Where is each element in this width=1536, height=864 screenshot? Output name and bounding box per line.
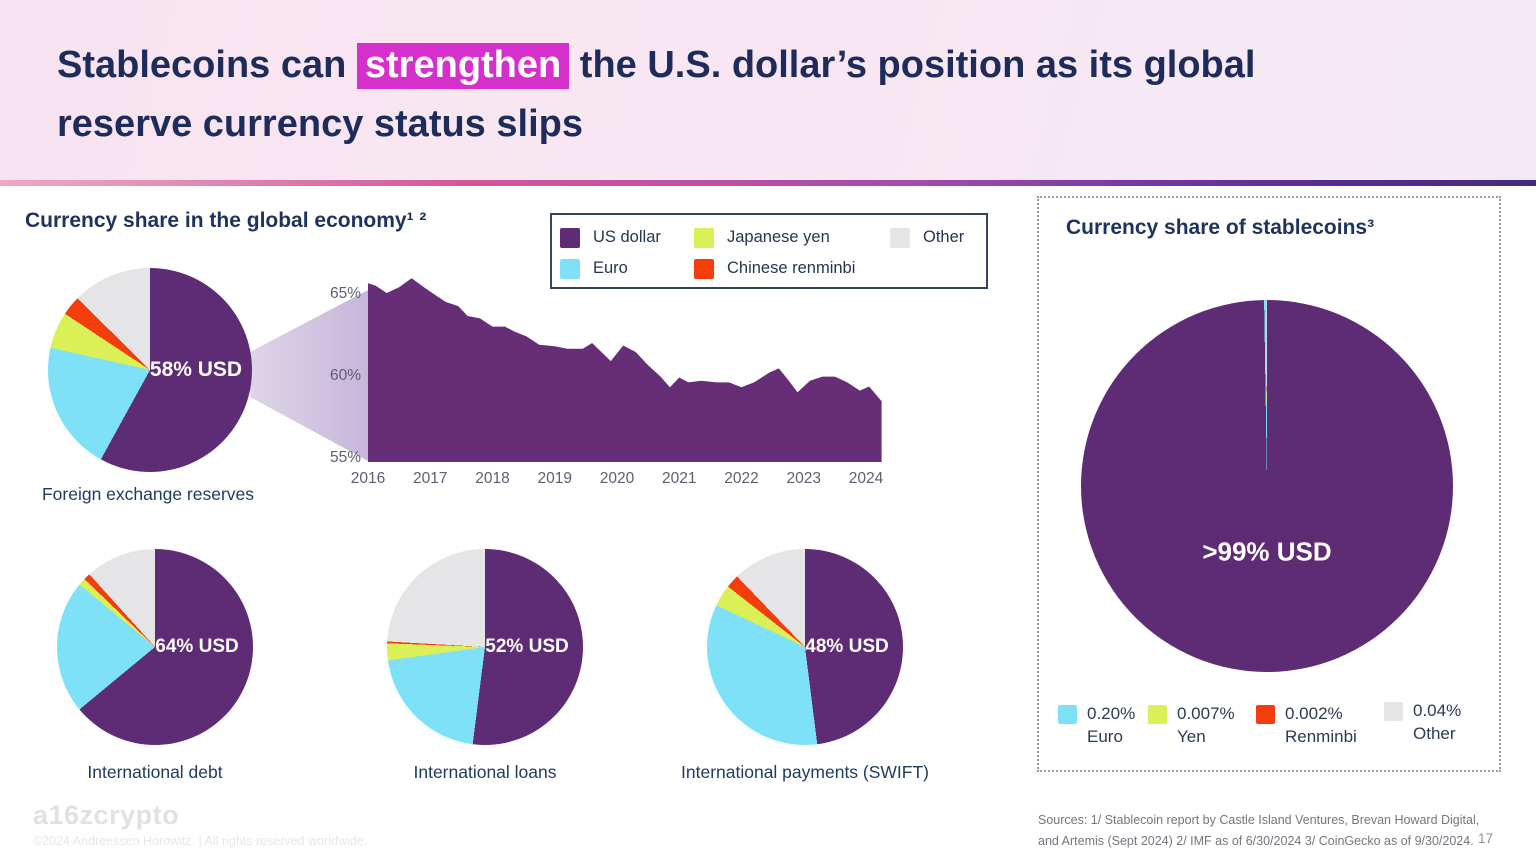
stablecoin-legend-euro: 0.20% Euro [1058,703,1135,749]
legend-item-us-dollar: US dollar [560,223,694,252]
title-pre: Stablecoins can [57,44,357,86]
stablecoin-legend-other: 0.04% Other [1384,700,1461,746]
pie-foreign-exchange-reserves: 58% USD [48,268,252,472]
legend-value: 0.007% [1177,704,1235,723]
sources-line-2: and Artemis (Sept 2024) 2/ IMF as of 6/3… [1038,834,1474,849]
legend-item-japanese-yen: Japanese yen [694,223,890,252]
legend-value: 0.002% [1285,704,1343,723]
header-background [0,0,1536,180]
y-axis-tick: 55% [330,449,361,466]
pie-center-label: >99% USD [1202,536,1332,567]
legend-label: Chinese renminbi [727,259,856,277]
pie-international-payments-swift: 48% USD [707,549,903,745]
x-axis-tick: 2020 [600,470,635,487]
right-section-heading: Currency share of stablecoins³ [1066,216,1375,239]
pie-caption-international-payments-swift: International payments (SWIFT) [681,762,929,782]
yen-swatch-icon [694,227,714,248]
pie-stablecoin-currency-share: >99% USD [1081,300,1453,672]
page-title: Stablecoins can strengthen the U.S. doll… [57,36,1487,154]
other-swatch-icon [1384,702,1403,721]
legend-item-other: Other [890,223,986,252]
pie-center-label: 58% USD [149,358,243,381]
pie-center-label: 48% USD [805,636,889,657]
y-axis-tick: 65% [330,285,361,302]
pie-to-chart-funnel [250,290,368,461]
euro-swatch-icon [1058,705,1077,724]
legend-label: Renminbi [1285,726,1357,746]
yen-swatch-icon [1148,705,1167,724]
x-axis-tick: 2022 [724,470,758,487]
left-section-heading: Currency share in the global economy¹ ² [25,209,427,232]
stablecoin-legend-yen: 0.007% Yen [1148,703,1235,749]
x-axis-tick: 2021 [662,470,696,487]
usd-swatch-icon [560,227,580,248]
x-axis-tick: 2017 [413,470,447,487]
renminbi-swatch-icon [1256,705,1275,724]
pie-center-label: 52% USD [485,636,569,657]
pie-caption-foreign-exchange-reserves: Foreign exchange reserves [41,484,255,504]
legend-item-chinese-renminbi: Chinese renminbi [694,254,890,283]
stablecoin-legend-renminbi: 0.002% Renminbi [1256,703,1357,749]
legend-label: Euro [593,259,628,277]
sources-note: Sources: 1/ Stablecoin report by Castle … [1038,810,1490,853]
euro-swatch-icon [560,258,580,279]
a16zcrypto-logo: a16zcrypto [33,800,180,830]
x-axis-tick: 2023 [787,470,821,487]
legend-label: Japanese yen [727,228,830,246]
pie-international-debt: 64% USD [57,549,253,745]
legend-label: US dollar [593,228,661,246]
legend-label: Yen [1177,726,1206,746]
pie-international-loans: 52% USD [387,549,583,745]
sources-line-1: Sources: 1/ Stablecoin report by Castle … [1038,813,1480,827]
other-swatch-icon [890,227,910,248]
legend-item-euro: Euro [560,254,694,283]
pie-caption-international-loans: International loans [413,762,557,782]
legend-value: 0.20% [1087,704,1136,723]
pie-center-label: 64% USD [155,636,239,657]
legend-label: Other [1413,723,1456,743]
x-axis-tick: 2018 [475,470,509,487]
y-axis-tick: 60% [330,367,361,384]
legend-value: 0.04% [1413,701,1462,720]
x-axis-tick: 2016 [351,470,385,487]
legend-label: Other [923,228,965,246]
x-axis-tick: 2024 [849,470,884,487]
x-axis-tick: 2019 [538,470,572,487]
title-line-1: Stablecoins can strengthen the U.S. doll… [57,36,1487,95]
page-number: 17 [1478,831,1494,846]
title-highlight: strengthen [356,43,570,89]
legend-label: Euro [1087,726,1123,746]
renminbi-swatch-icon [694,258,714,279]
title-post: the U.S. dollar’s position as its global [569,44,1256,86]
slide-header: Stablecoins can strengthen the U.S. doll… [0,0,1536,186]
currency-legend: US dollar Japanese yen Other Euro Chines… [550,213,988,289]
pie-caption-international-debt: International debt [87,762,223,782]
header-divider [0,180,1536,186]
usd-share-area-series [368,278,882,462]
title-line-2: reserve currency status slips [57,102,583,145]
copyright-text: ©2024 Andreessen Horowitz. | All rights … [33,834,368,848]
